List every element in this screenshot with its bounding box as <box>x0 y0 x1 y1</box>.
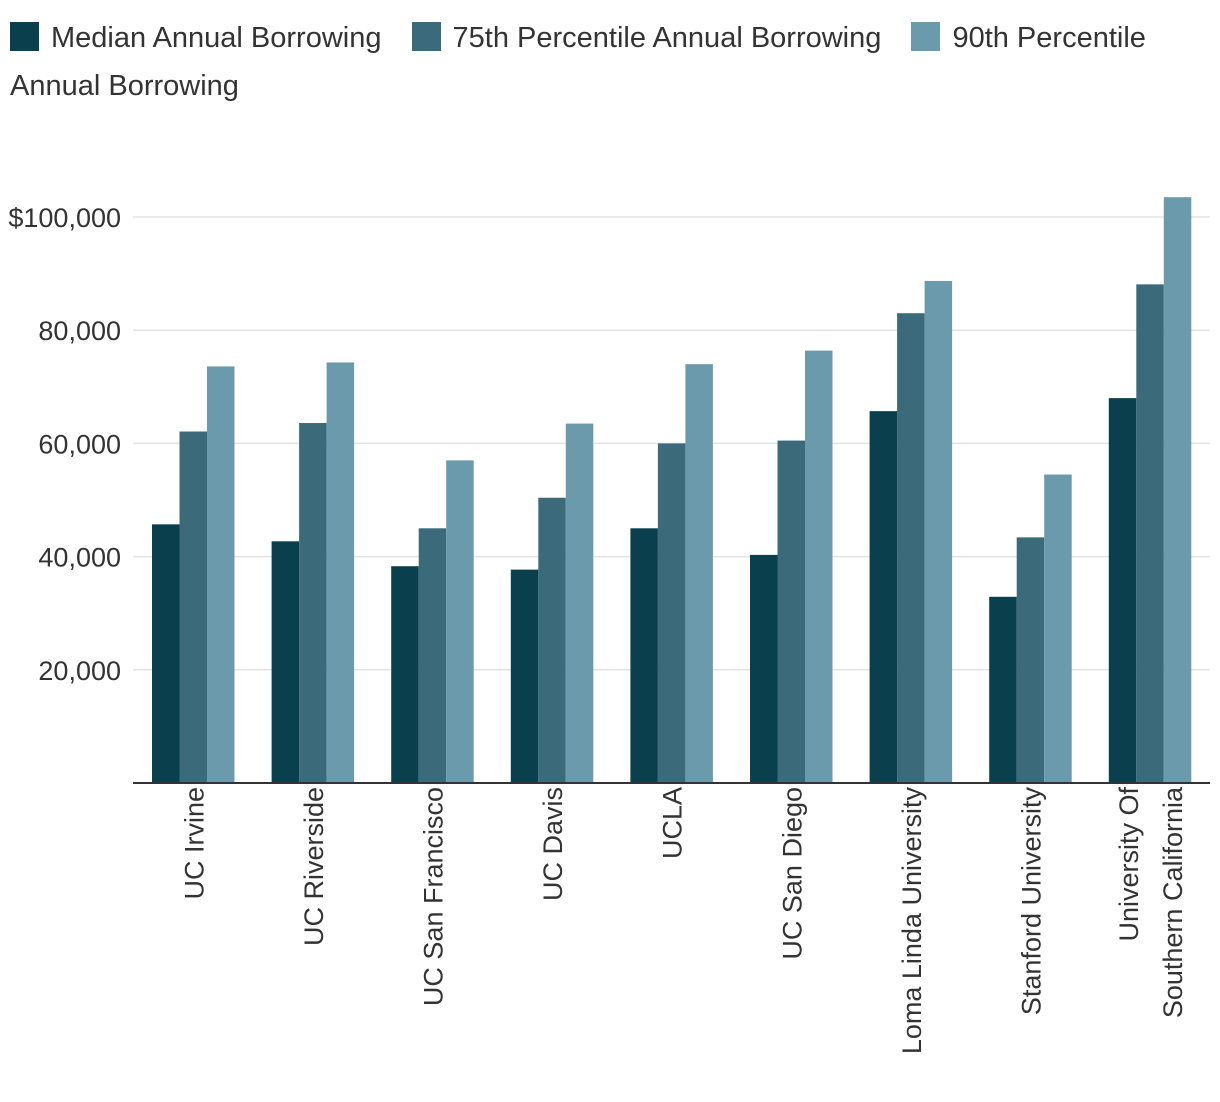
bar-p90 <box>446 460 474 783</box>
x-category-label: UC Davis <box>538 787 568 901</box>
legend-item: Median Annual Borrowing <box>10 22 381 54</box>
x-category-label: Loma Linda University <box>897 787 927 1055</box>
bar-p90 <box>326 362 355 783</box>
legend-swatch <box>911 22 941 51</box>
bar-p90 <box>1163 197 1192 783</box>
y-tick-label: 20,000 <box>38 656 121 686</box>
bar-p90 <box>924 280 953 783</box>
bar-median <box>152 524 180 783</box>
bar-p90 <box>207 366 235 783</box>
legend-label: 90th Percentile Annual Borrowing <box>10 22 1146 102</box>
y-tick-label: 80,000 <box>38 316 121 346</box>
bar-p90 <box>685 364 713 783</box>
bar-median <box>750 554 778 783</box>
x-category-label: Southern California <box>1158 786 1188 1018</box>
bar-p90 <box>1044 474 1072 783</box>
bar-p75 <box>299 423 327 783</box>
y-tick-label: 60,000 <box>38 429 121 459</box>
bar-median <box>869 411 898 783</box>
x-category-label: University Of <box>1114 787 1144 942</box>
bar-median <box>630 528 658 783</box>
bar-p75 <box>538 497 566 783</box>
y-axis-ticks: 20,000 40,000 60,000 80,000 $100,000 <box>8 203 121 686</box>
bar-median <box>271 541 300 783</box>
x-category-label: UC Riverside <box>299 787 329 946</box>
bar-median <box>1108 398 1137 783</box>
bar-p75 <box>897 313 925 783</box>
legend-label: 75th Percentile Annual Borrowing <box>452 22 882 54</box>
bar-p75 <box>418 528 447 783</box>
legend-label: Median Annual Borrowing <box>51 22 382 54</box>
y-tick-label: $100,000 <box>8 203 121 233</box>
bar-p75 <box>179 431 207 783</box>
x-category-label: UC Irvine <box>179 787 209 900</box>
legend-swatch <box>411 22 441 51</box>
bar-median <box>989 596 1017 783</box>
bar-p90 <box>805 350 833 783</box>
chart-legend: Median Annual Borrowing 75th Percentile … <box>10 14 1200 110</box>
legend-item: 90th Percentile Annual Borrowing <box>10 22 1146 102</box>
bar-p75 <box>1016 537 1045 783</box>
x-category-label: UCLA <box>658 787 688 859</box>
x-category-label: UC San Francisco <box>418 787 448 1006</box>
legend-swatch <box>10 22 39 51</box>
bar-p75 <box>1136 284 1164 783</box>
legend-item: 75th Percentile Annual Borrowing <box>411 22 882 54</box>
x-category-label: Stanford University <box>1016 787 1046 1016</box>
x-category-label: UC San Diego <box>777 787 807 960</box>
bars <box>152 197 1192 783</box>
bar-p75 <box>777 440 805 783</box>
y-tick-label: 40,000 <box>38 543 121 573</box>
bar-median <box>510 569 539 783</box>
bar-p90 <box>565 423 594 783</box>
bar-median <box>391 566 419 783</box>
bar-p75 <box>657 443 686 783</box>
x-axis-categories: UC Irvine UC Riverside UC San Francisco UC … <box>179 786 1188 1054</box>
